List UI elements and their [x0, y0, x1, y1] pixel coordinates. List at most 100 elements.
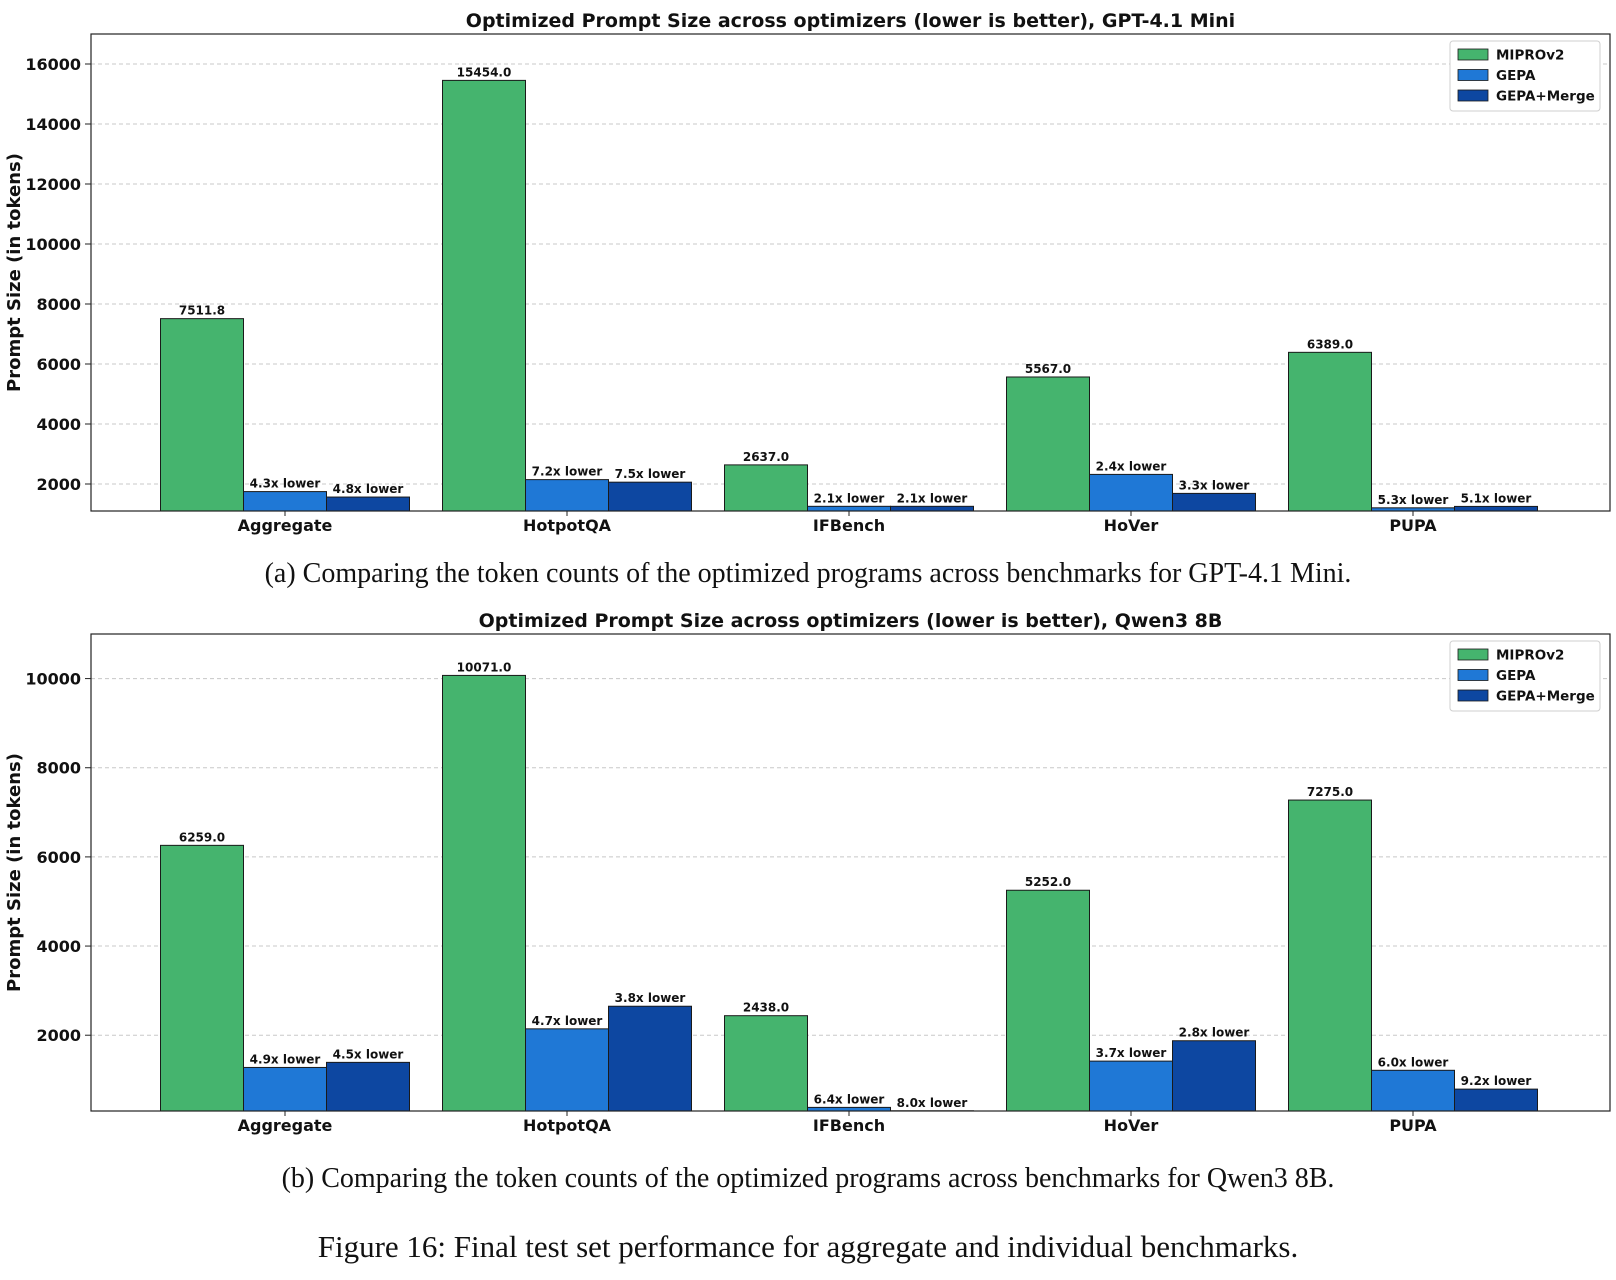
- legend: MIPROv2 GEPA GEPA+Merge: [1449, 40, 1601, 112]
- bar-label: 5252.0: [1025, 875, 1071, 889]
- bar-gepa-aggregate: [243, 491, 327, 512]
- caption-b: (b) Comparing the token counts of the op…: [281, 1163, 1335, 1194]
- bar-label: 4.7x lower: [532, 1014, 603, 1028]
- legend-swatch-gepa-merge: [1457, 689, 1489, 702]
- x-tick-label: IFBench: [813, 516, 885, 535]
- chart-title: Optimized Prompt Size across optimizers …: [479, 610, 1223, 632]
- x-tick-label: Aggregate: [238, 516, 333, 535]
- bar-label: 15454.0: [457, 65, 512, 79]
- bar-label: 5.1x lower: [1461, 491, 1532, 505]
- bar-label: 7275.0: [1307, 785, 1353, 799]
- bar-label: 10071.0: [457, 660, 512, 674]
- bar-label: 8.0x lower: [897, 1096, 968, 1110]
- bar-label: 2.1x lower: [897, 491, 968, 505]
- bar-label: 6259.0: [179, 830, 225, 844]
- bar-miprov2-ifbench: [724, 1015, 808, 1112]
- x-tick-label: IFBench: [813, 1116, 885, 1135]
- chart-gpt41-mini: Optimized Prompt Size across optimizers …: [4, 10, 1611, 535]
- bar-label: 3.8x lower: [615, 991, 686, 1005]
- bar-label: 2.1x lower: [814, 491, 885, 505]
- bar-miprov2-pupa: [1288, 799, 1372, 1112]
- legend-label-gepa: GEPA: [1496, 668, 1536, 684]
- bar-miprov2-hover: [1006, 376, 1090, 512]
- bar-gepa-merge-hotpotqa: [608, 1005, 692, 1112]
- legend-label-gepa: GEPA: [1496, 68, 1536, 84]
- figure-caption: Figure 16: Final test set performance fo…: [317, 1229, 1299, 1264]
- bar-miprov2-aggregate: [160, 318, 244, 512]
- y-tick-label: 8000: [36, 759, 81, 778]
- bar-miprov2-hotpotqa: [442, 674, 526, 1112]
- bar-label: 3.3x lower: [1179, 478, 1250, 492]
- bar-label: 4.3x lower: [250, 477, 321, 491]
- x-tick-label: HoVer: [1104, 516, 1159, 535]
- bar-gepa-merge-pupa: [1454, 1088, 1538, 1112]
- bar-gepa-hotpotqa: [525, 1028, 609, 1112]
- bar-gepa-hover: [1089, 473, 1173, 512]
- y-axis-label: Prompt Size (in tokens): [4, 753, 25, 992]
- bar-label: 2.4x lower: [1096, 459, 1167, 473]
- bar-label: 4.8x lower: [333, 482, 404, 496]
- bar-label: 4.5x lower: [333, 1047, 404, 1061]
- x-tick-label: Aggregate: [238, 1116, 333, 1135]
- bar-miprov2-hover: [1006, 889, 1090, 1112]
- legend-label-gepa-merge: GEPA+Merge: [1496, 689, 1595, 705]
- y-tick-label: 4000: [36, 415, 81, 434]
- y-tick-label: 2000: [36, 475, 81, 494]
- bar-miprov2-hotpotqa: [442, 79, 526, 512]
- bar-label: 2438.0: [743, 1001, 789, 1015]
- y-tick-label: 14000: [25, 115, 81, 134]
- bar-label: 6.4x lower: [814, 1092, 885, 1106]
- bar-label: 2637.0: [743, 450, 789, 464]
- legend-label-gepa-merge: GEPA+Merge: [1496, 89, 1595, 105]
- bar-gepa-merge-aggregate: [326, 496, 410, 512]
- y-tick-label: 10000: [25, 235, 81, 254]
- x-tick-label: PUPA: [1389, 516, 1437, 535]
- bar-gepa-hover: [1089, 1060, 1173, 1112]
- caption-a: (a) Comparing the token counts of the op…: [264, 558, 1352, 589]
- y-axis-label: Prompt Size (in tokens): [4, 153, 25, 392]
- legend-swatch-miprov2: [1457, 48, 1489, 61]
- legend-swatch-gepa: [1457, 69, 1489, 81]
- bar-label: 6389.0: [1307, 337, 1353, 351]
- y-tick-label: 12000: [25, 175, 81, 194]
- bar-miprov2-aggregate: [160, 844, 244, 1112]
- bar-label: 9.2x lower: [1461, 1074, 1532, 1088]
- bar-label: 2.8x lower: [1179, 1026, 1250, 1040]
- y-tick-label: 6000: [36, 848, 81, 867]
- legend-swatch-miprov2: [1457, 648, 1489, 661]
- x-tick-label: HotpotQA: [523, 1116, 612, 1135]
- x-tick-label: HoVer: [1104, 1116, 1159, 1135]
- y-tick-label: 16000: [25, 55, 81, 74]
- plot-frame: [90, 633, 1611, 1112]
- bar-label: 4.9x lower: [250, 1052, 321, 1066]
- legend-swatch-gepa-merge: [1457, 89, 1489, 102]
- y-tick-label: 6000: [36, 355, 81, 374]
- y-tick-label: 8000: [36, 295, 81, 314]
- x-tick-label: HotpotQA: [523, 516, 612, 535]
- bar-gepa-aggregate: [243, 1066, 327, 1112]
- legend-swatch-gepa: [1457, 669, 1489, 681]
- bar-gepa-pupa: [1371, 1069, 1455, 1112]
- y-tick-label: 2000: [36, 1026, 81, 1045]
- legend-label-miprov2: MIPROv2: [1496, 648, 1564, 664]
- legend: MIPROv2 GEPA GEPA+Merge: [1449, 640, 1601, 712]
- bar-gepa-ifbench: [807, 505, 891, 512]
- bar-gepa-merge-ifbench: [890, 505, 974, 512]
- bar-label: 7.5x lower: [615, 467, 686, 481]
- bar-label: 7.2x lower: [532, 465, 603, 479]
- bar-label: 3.7x lower: [1096, 1046, 1167, 1060]
- bar-label: 6.0x lower: [1378, 1055, 1449, 1069]
- bar-label: 5567.0: [1025, 362, 1071, 376]
- plot-frame: [90, 33, 1611, 512]
- chart-title: Optimized Prompt Size across optimizers …: [466, 10, 1235, 32]
- y-tick-label: 10000: [25, 670, 81, 689]
- x-tick-label: PUPA: [1389, 1116, 1437, 1135]
- chart-qwen3-8b: Optimized Prompt Size across optimizers …: [4, 610, 1611, 1135]
- bar-gepa-merge-aggregate: [326, 1061, 410, 1112]
- legend-label-miprov2: MIPROv2: [1496, 48, 1564, 64]
- bar-label: 5.3x lower: [1378, 493, 1449, 507]
- bar-gepa-hotpotqa: [525, 479, 609, 512]
- y-tick-label: 4000: [36, 937, 81, 956]
- bar-gepa-merge-hotpotqa: [608, 481, 692, 512]
- bar-gepa-merge-hover: [1172, 492, 1256, 512]
